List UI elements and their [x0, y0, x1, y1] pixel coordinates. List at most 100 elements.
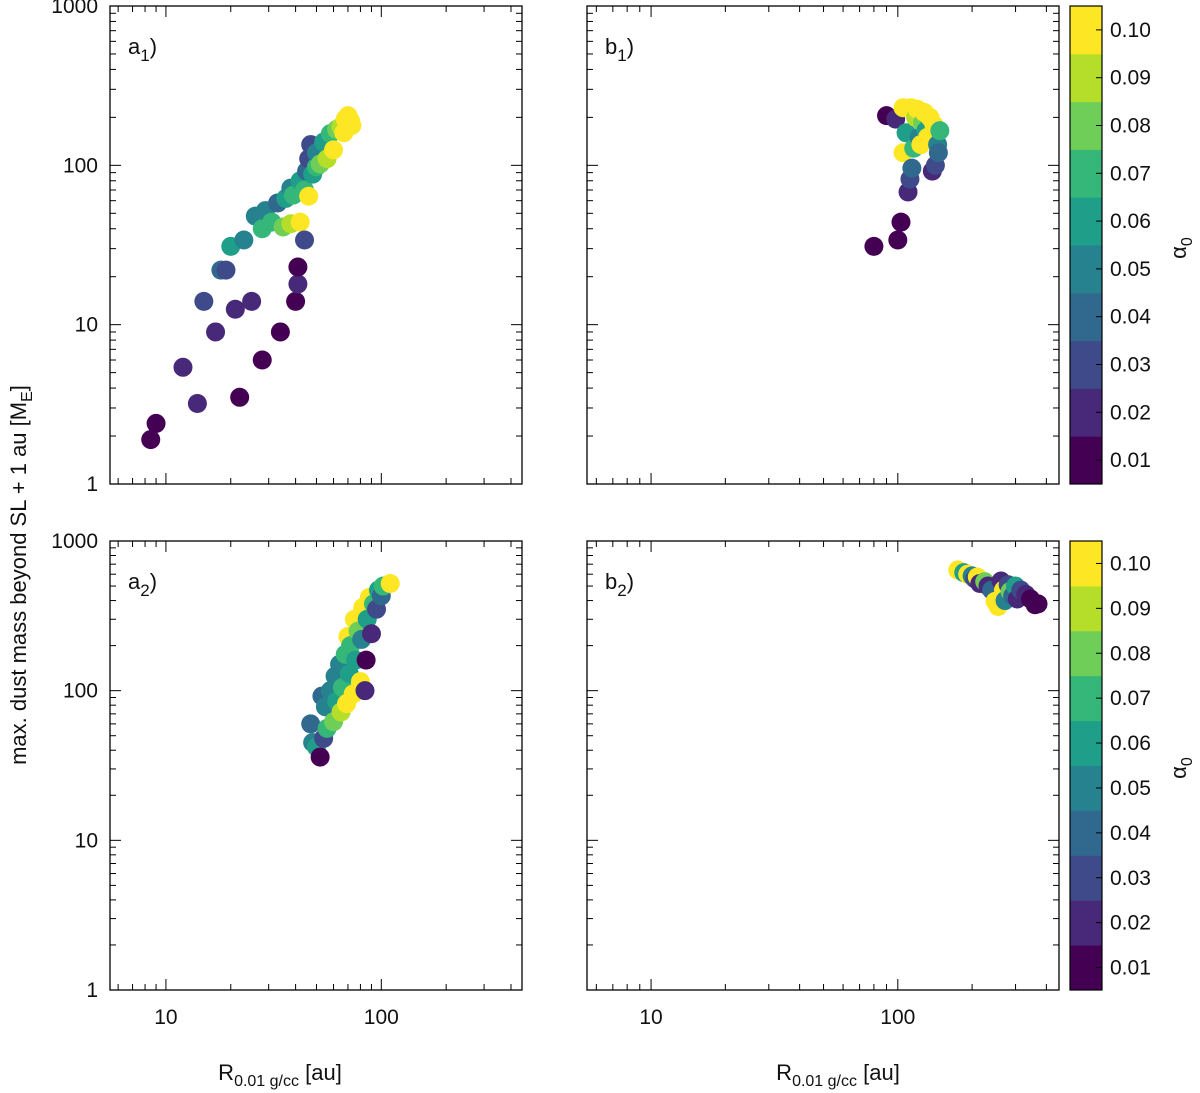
scatter-point — [173, 357, 193, 377]
panel-label: a2) — [128, 569, 157, 600]
colorbar-tick-label: 0.07 — [1110, 162, 1151, 185]
colorbar-frame — [1069, 5, 1103, 485]
colorbar-tick-label: 0.04 — [1110, 306, 1151, 329]
colorbar-top: 0.01 0.02 0.03 0.04 0.05 0.06 0.07 0.08 0.09 0.10 — [1069, 5, 1151, 485]
colorbar-tick-label: 0.08 — [1110, 115, 1151, 138]
scatter-point — [230, 387, 250, 407]
scatter-point — [361, 624, 381, 644]
scatter-point — [1028, 594, 1048, 614]
scatter-point — [928, 143, 948, 163]
scatter-point — [194, 291, 214, 311]
y-tick-label: 100 — [63, 154, 98, 177]
colorbars: 0.01 0.02 0.03 0.04 0.05 0.06 0.07 0.08 0.09 0.10… — [1069, 5, 1151, 991]
x-axis-title-left: R0.01 g/cc [au] — [218, 1060, 342, 1090]
panel-label: b2) — [605, 569, 634, 600]
y-ticks — [587, 540, 1059, 991]
panels: 1 10 100 1000 a1) b1) 1 10 100 1000 10 100 a2) 10 100 b… — [51, 0, 1060, 1029]
y-tick-label: 1 — [86, 979, 98, 1002]
scatter-point — [288, 274, 308, 294]
y-tick-label: 1000 — [51, 530, 98, 553]
scatter-point — [252, 350, 272, 370]
colorbar-tick-label: 0.04 — [1110, 822, 1151, 845]
scatter-point — [342, 115, 362, 135]
panel-b2: 10 100 b2) — [586, 540, 1060, 1029]
colorbar-tick-label: 0.09 — [1110, 597, 1151, 620]
x-ticks — [595, 541, 1047, 990]
x-ticks — [595, 6, 1047, 484]
x-tick-label: 100 — [880, 1006, 915, 1029]
colorbar-tick-label: 0.09 — [1110, 67, 1151, 90]
x-tick-label: 10 — [639, 1006, 662, 1029]
scatter-point — [295, 230, 315, 250]
scatter-point — [146, 413, 166, 433]
scatter-points — [141, 106, 362, 450]
plot-frame — [109, 5, 523, 485]
y-tick-label: 1 — [86, 473, 98, 496]
plot-frame — [586, 5, 1060, 485]
scatter-point — [270, 322, 290, 342]
colorbar-tick-label: 0.05 — [1110, 258, 1151, 281]
y-ticks — [587, 5, 1059, 485]
colorbar-frame — [1069, 540, 1103, 991]
scatter-point — [288, 257, 308, 277]
colorbar-tick-label: 0.01 — [1110, 449, 1151, 472]
colorbar-title-bottom: α0 — [1166, 757, 1196, 779]
colorbar-title-top: α0 — [1166, 237, 1196, 259]
y-tick-label: 100 — [63, 680, 98, 703]
scatter-point — [206, 322, 226, 342]
panel-label: b1) — [605, 34, 634, 65]
panel-a1: 1 10 100 1000 a1) — [51, 0, 523, 496]
colorbar-bottom: 0.01 0.02 0.03 0.04 0.05 0.06 0.07 0.08 0.09 0.10 — [1069, 540, 1151, 991]
colorbar-tick-label: 0.10 — [1110, 19, 1151, 42]
colorbar-tick-label: 0.02 — [1110, 912, 1151, 935]
panel-label: a1) — [128, 34, 157, 65]
colorbar-tick-label: 0.02 — [1110, 401, 1151, 424]
scatter-point — [299, 186, 319, 206]
y-tick-label: 1000 — [51, 0, 98, 18]
colorbar-tick-label: 0.07 — [1110, 687, 1151, 710]
scatter-points — [864, 98, 950, 256]
x-ticks — [117, 6, 512, 484]
x-tick-label: 10 — [154, 1006, 177, 1029]
scatter-point — [864, 236, 884, 256]
colorbar-tick-label: 0.05 — [1110, 777, 1151, 800]
x-ticks — [117, 541, 512, 990]
scatter-point — [888, 230, 908, 250]
y-ticks — [110, 540, 522, 991]
y-tick-label: 10 — [75, 314, 98, 337]
x-tick-label: 100 — [364, 1006, 399, 1029]
scatter-point — [356, 650, 376, 670]
y-ticks — [110, 5, 522, 485]
panel-b1: b1) — [586, 5, 1060, 485]
scatter-point — [930, 121, 950, 141]
colorbar-tick-label: 0.06 — [1110, 732, 1151, 755]
scatter-point — [902, 158, 922, 178]
y-axis-title: max. dust mass beyond SL + 1 au [ME] — [6, 385, 36, 765]
y-tick-label: 10 — [75, 829, 98, 852]
colorbar-tick-label: 0.03 — [1110, 354, 1151, 377]
scatter-point — [141, 430, 161, 450]
scatter-points — [301, 574, 400, 767]
scatter-point — [286, 291, 306, 311]
scatter-point — [216, 260, 236, 280]
colorbar-tick-label: 0.08 — [1110, 642, 1151, 665]
scatter-points — [948, 560, 1048, 617]
scatter-point — [234, 230, 254, 250]
scatter-point — [355, 681, 375, 701]
colorbar-tick-label: 0.03 — [1110, 867, 1151, 890]
colorbar-tick-label: 0.01 — [1110, 957, 1151, 980]
scatter-point — [891, 212, 911, 232]
plot-frame — [586, 540, 1060, 991]
panel-a2: 1 10 100 1000 10 100 a2) — [51, 530, 523, 1029]
scatter-point — [225, 299, 245, 319]
scatter-point — [290, 212, 310, 232]
colorbar-tick-label: 0.10 — [1110, 552, 1151, 575]
scatter-point — [324, 140, 344, 160]
scatter-point — [301, 714, 321, 734]
scatter-point — [242, 291, 262, 311]
scatter-point — [380, 574, 400, 594]
colorbar-tick-label: 0.06 — [1110, 210, 1151, 233]
scatter-point — [187, 394, 207, 414]
x-axis-title-right: R0.01 g/cc [au] — [776, 1060, 900, 1090]
